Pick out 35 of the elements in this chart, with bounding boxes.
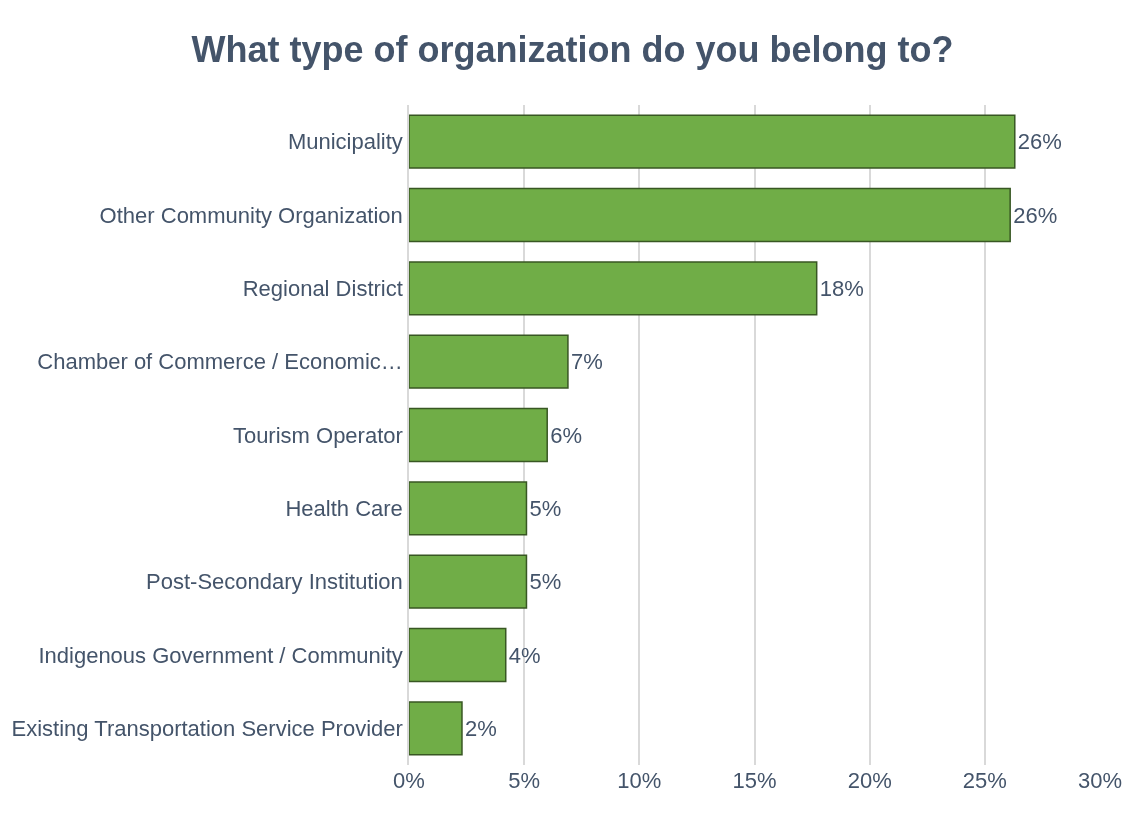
x-tick-label: 10% [617,768,662,793]
bar [409,261,818,316]
y-tick-label: Post-Secondary Institution [146,569,403,595]
data-label: 5% [529,495,562,521]
y-tick-label: Tourism Operator [232,422,403,448]
data-label: 26% [1013,202,1058,228]
data-label: 18% [819,275,864,301]
x-tick-label: 0% [393,768,425,793]
x-tick-label: 25% [962,768,1007,793]
y-tick-label: Regional District [242,276,403,302]
data-label: 4% [508,642,541,668]
bar [409,481,528,536]
data-label: 5% [529,569,562,595]
x-tick-label: 30% [1077,768,1123,793]
bar [409,554,528,609]
bar [409,187,1011,243]
bar [409,627,507,683]
data-label: 2% [464,715,497,741]
bar [409,407,548,463]
y-tick-label: Other Community Organization [99,202,403,228]
bar [409,334,569,389]
x-tick-label: 15% [732,768,777,793]
chart-title: What type of organization do you belong to? [191,29,954,71]
y-tick-label: Chamber of Commerce / Economic… [37,349,403,375]
y-tick-label: Indigenous Government / Community [38,642,403,668]
bar [409,114,1016,169]
data-label: 26% [1017,129,1062,155]
y-tick-label: Municipality [287,129,403,155]
data-label: 7% [570,349,603,375]
y-tick-label: Health Care [285,496,403,522]
data-label: 6% [550,422,582,448]
x-tick-label: 5% [508,768,541,793]
bar [409,701,463,756]
x-tick-label: 20% [847,768,892,793]
y-tick-label: Existing Transportation Service Provider [11,716,403,742]
